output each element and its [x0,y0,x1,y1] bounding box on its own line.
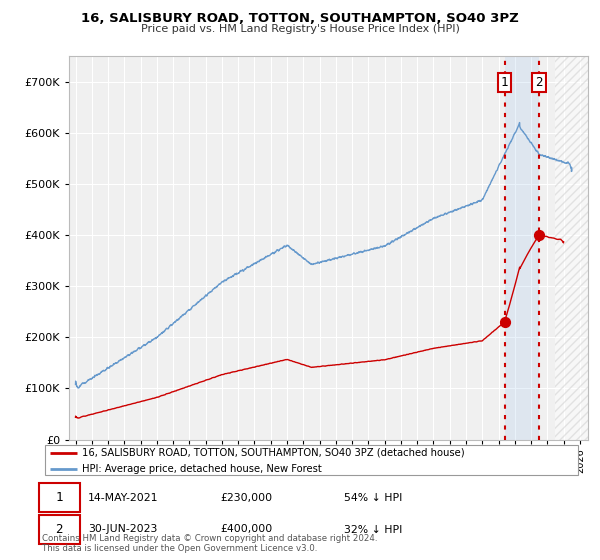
FancyBboxPatch shape [40,483,80,512]
Text: 30-JUN-2023: 30-JUN-2023 [88,525,157,534]
Text: 32% ↓ HPI: 32% ↓ HPI [344,525,403,534]
FancyBboxPatch shape [40,515,80,544]
FancyBboxPatch shape [45,445,578,475]
Text: Price paid vs. HM Land Registry's House Price Index (HPI): Price paid vs. HM Land Registry's House … [140,24,460,34]
Point [500,318,509,326]
Text: 14-MAY-2021: 14-MAY-2021 [88,493,158,503]
Point [535,231,544,240]
Text: 2: 2 [535,76,543,90]
Text: 54% ↓ HPI: 54% ↓ HPI [344,493,403,503]
Text: £230,000: £230,000 [220,493,272,503]
Text: 1: 1 [501,76,508,90]
Text: HPI: Average price, detached house, New Forest: HPI: Average price, detached house, New … [83,464,322,474]
Text: £400,000: £400,000 [220,525,272,534]
Text: 16, SALISBURY ROAD, TOTTON, SOUTHAMPTON, SO40 3PZ: 16, SALISBURY ROAD, TOTTON, SOUTHAMPTON,… [81,12,519,25]
Text: 16, SALISBURY ROAD, TOTTON, SOUTHAMPTON, SO40 3PZ (detached house): 16, SALISBURY ROAD, TOTTON, SOUTHAMPTON,… [83,447,465,458]
Text: Contains HM Land Registry data © Crown copyright and database right 2024.
This d: Contains HM Land Registry data © Crown c… [42,534,377,553]
Bar [556,56,588,440]
Bar [556,56,588,440]
Text: 2: 2 [56,523,63,536]
Bar [505,56,539,440]
Text: 1: 1 [56,491,63,504]
